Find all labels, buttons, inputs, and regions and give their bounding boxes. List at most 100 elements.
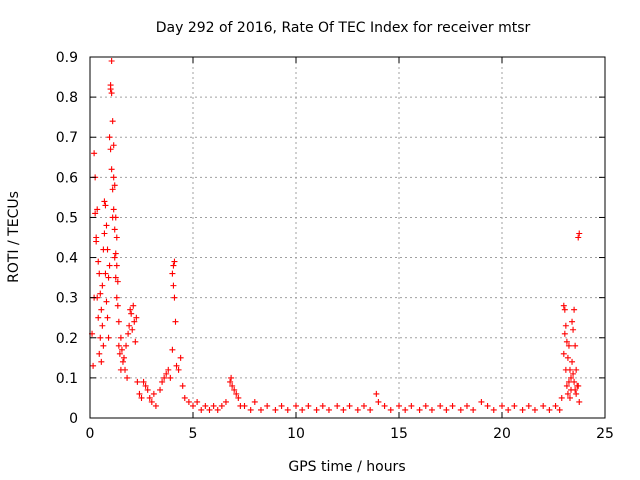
data-point <box>98 306 105 313</box>
data-point <box>561 306 568 313</box>
data-point <box>552 402 559 409</box>
data-point <box>150 390 157 397</box>
data-point <box>210 402 217 409</box>
data-point <box>103 222 110 229</box>
data-point <box>198 406 205 413</box>
data-point <box>114 302 121 309</box>
data-point <box>91 150 98 157</box>
data-point <box>566 366 573 373</box>
data-point <box>105 334 112 341</box>
y-tick-label: 0.9 <box>56 50 78 66</box>
data-point <box>103 298 110 305</box>
data-point <box>564 354 571 361</box>
data-point <box>136 390 143 397</box>
y-tick-label: 0.8 <box>56 90 78 106</box>
data-point <box>387 406 394 413</box>
data-point <box>569 358 576 365</box>
data-point <box>284 406 291 413</box>
data-point <box>115 342 122 349</box>
data-point <box>247 406 254 413</box>
data-point <box>569 318 576 325</box>
data-point <box>117 334 124 341</box>
data-point <box>556 406 563 413</box>
y-tick-label: 0.2 <box>56 331 78 347</box>
data-point <box>148 398 155 405</box>
data-point <box>190 402 196 409</box>
x-tick-labels: 0 5 10 15 20 25 <box>86 426 614 442</box>
data-point <box>171 258 178 265</box>
data-point <box>257 406 264 413</box>
data-point <box>571 306 578 313</box>
data-point <box>109 186 116 193</box>
data-point <box>367 406 374 413</box>
data-point <box>562 322 569 329</box>
data-point <box>565 342 572 349</box>
y-tick-label: 0 <box>69 411 78 427</box>
data-point <box>531 406 538 413</box>
data-point <box>140 378 147 385</box>
data-point <box>104 246 111 253</box>
data-point <box>113 294 120 301</box>
data-point <box>228 374 235 381</box>
data-point <box>120 354 127 361</box>
data-point <box>360 402 367 409</box>
data-point <box>264 402 271 409</box>
data-point <box>100 342 107 349</box>
data-point <box>511 402 518 409</box>
data-point <box>563 382 570 389</box>
data-point <box>99 282 106 289</box>
data-point <box>96 350 103 357</box>
data-point <box>169 270 176 277</box>
y-tick-label: 0.1 <box>56 371 78 387</box>
data-point <box>123 342 130 349</box>
data-point <box>272 406 279 413</box>
data-point <box>131 318 138 325</box>
y-tick-label: 0.7 <box>56 130 78 146</box>
data-point <box>499 402 505 409</box>
data-point <box>105 274 112 281</box>
data-point <box>157 386 164 393</box>
data-point <box>293 402 299 409</box>
data-point <box>505 406 512 413</box>
data-point <box>525 402 532 409</box>
data-point <box>112 274 119 281</box>
data-point <box>111 226 118 233</box>
data-point <box>142 382 149 389</box>
data-point <box>334 402 341 409</box>
data-point <box>422 402 429 409</box>
data-point <box>402 406 409 413</box>
data-point <box>92 210 99 217</box>
data-point <box>416 406 423 413</box>
data-point <box>114 278 121 285</box>
data-point <box>241 402 248 409</box>
data-point <box>463 402 470 409</box>
data-point <box>161 374 168 381</box>
x-tick-label: 5 <box>189 426 198 442</box>
data-point <box>101 230 108 237</box>
data-point <box>313 406 320 413</box>
data-point <box>563 338 570 345</box>
data-point <box>106 134 113 141</box>
data-point <box>571 378 578 385</box>
data-point <box>95 258 102 265</box>
data-point <box>519 406 526 413</box>
data-point <box>576 398 583 405</box>
data-point <box>566 394 573 401</box>
data-point <box>106 262 113 269</box>
data-point <box>129 326 136 333</box>
y-axis-label: ROTI / TECUs <box>6 191 22 283</box>
data-point <box>572 342 579 349</box>
data-point <box>111 182 118 189</box>
data-point <box>457 406 464 413</box>
data-point <box>325 406 332 413</box>
y-tick-label: 0.4 <box>56 251 78 267</box>
data-point <box>181 394 188 401</box>
data-point <box>111 254 118 261</box>
data-point <box>133 314 140 321</box>
data-point <box>558 394 565 401</box>
y-tick-label: 0.6 <box>56 170 78 186</box>
data-point <box>575 382 582 389</box>
data-point <box>179 382 186 389</box>
data-point <box>125 330 132 337</box>
data-point <box>443 406 450 413</box>
